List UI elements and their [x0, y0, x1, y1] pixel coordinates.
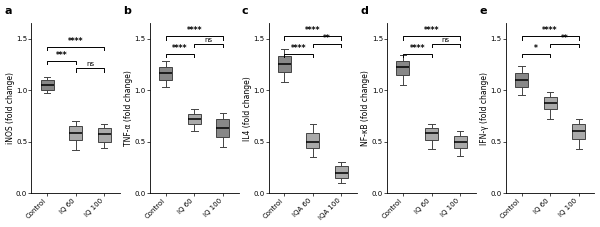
PathPatch shape: [217, 119, 229, 137]
Text: ns: ns: [442, 37, 450, 43]
PathPatch shape: [544, 97, 557, 109]
Text: **: **: [560, 34, 568, 43]
Text: ****: ****: [542, 26, 558, 35]
Text: a: a: [5, 6, 12, 16]
Text: ***: ***: [56, 51, 67, 60]
PathPatch shape: [335, 166, 348, 178]
Text: ns: ns: [205, 37, 212, 43]
PathPatch shape: [159, 67, 172, 80]
Text: ****: ****: [187, 26, 202, 35]
Text: b: b: [124, 6, 131, 16]
PathPatch shape: [69, 126, 82, 140]
Text: **: **: [323, 34, 331, 43]
Text: c: c: [242, 6, 248, 16]
Y-axis label: IL4 (fold change): IL4 (fold change): [243, 76, 252, 141]
PathPatch shape: [397, 61, 409, 75]
PathPatch shape: [307, 133, 319, 148]
Y-axis label: IFN-γ (fold change): IFN-γ (fold change): [480, 72, 489, 145]
PathPatch shape: [278, 56, 291, 72]
Y-axis label: NF-κB (fold change): NF-κB (fold change): [361, 70, 370, 146]
Text: ns: ns: [86, 62, 94, 67]
PathPatch shape: [454, 136, 467, 148]
Text: ****: ****: [68, 37, 83, 46]
Text: *: *: [534, 44, 538, 53]
PathPatch shape: [425, 128, 438, 140]
Text: ****: ****: [424, 26, 439, 35]
PathPatch shape: [41, 80, 53, 90]
PathPatch shape: [188, 114, 201, 124]
Text: ****: ****: [409, 44, 425, 53]
PathPatch shape: [572, 124, 585, 139]
PathPatch shape: [98, 128, 111, 142]
Y-axis label: iNOS (fold change): iNOS (fold change): [5, 72, 14, 144]
Text: d: d: [361, 6, 368, 16]
Text: ****: ****: [172, 44, 188, 53]
Text: ****: ****: [291, 44, 307, 53]
Y-axis label: TNF-α (fold change): TNF-α (fold change): [124, 70, 133, 146]
Text: e: e: [479, 6, 487, 16]
PathPatch shape: [515, 73, 528, 87]
Text: ****: ****: [305, 26, 320, 35]
